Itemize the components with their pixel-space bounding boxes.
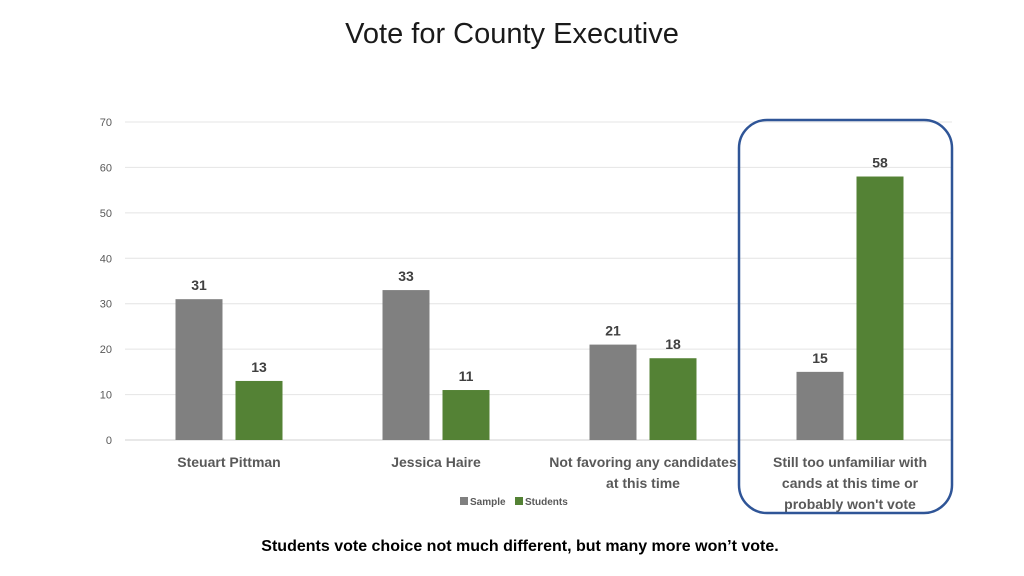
data-label: 18 xyxy=(665,336,681,352)
data-label: 11 xyxy=(459,368,474,384)
legend: Sample Students xyxy=(460,497,568,508)
chart-title: Vote for County Executive xyxy=(345,18,679,50)
bar-students-3 xyxy=(856,176,904,440)
y-tick-label: 30 xyxy=(100,299,112,311)
bar-sample-3 xyxy=(796,371,844,440)
y-tick-label: 20 xyxy=(100,344,112,356)
y-tick-label: 50 xyxy=(100,208,112,220)
data-labels: 31 33 21 15 13 11 18 58 xyxy=(191,155,888,385)
category-label: Still too unfamiliar with xyxy=(773,454,927,470)
y-tick-label: 40 xyxy=(100,253,112,265)
legend-label: Sample xyxy=(470,497,506,508)
bar-sample-0 xyxy=(175,299,223,440)
category-label: at this time xyxy=(606,475,680,491)
legend-label: Students xyxy=(525,497,568,508)
y-tick-label: 10 xyxy=(100,390,112,402)
x-axis-categories: Steuart Pittman Jessica Haire Not favoring… xyxy=(177,454,927,512)
bar-sample-2 xyxy=(589,344,637,440)
category-label: Not favoring any candidates xyxy=(549,454,737,470)
category-label: probably won't vote xyxy=(784,496,916,512)
highlight-rounded-box xyxy=(737,118,954,515)
bars xyxy=(175,176,904,440)
y-tick-label: 70 xyxy=(100,117,112,129)
bar-students-0 xyxy=(235,380,283,440)
data-label: 15 xyxy=(812,350,828,366)
highlight-box xyxy=(737,118,954,515)
y-axis-ticks: 0 10 20 30 40 50 60 70 xyxy=(100,117,112,447)
category-label: Steuart Pittman xyxy=(177,454,280,470)
legend-swatch-students xyxy=(515,497,523,505)
data-label: 31 xyxy=(191,277,207,293)
category-label: Jessica Haire xyxy=(391,454,481,470)
data-label: 13 xyxy=(251,359,267,375)
data-label: 33 xyxy=(398,268,414,284)
y-tick-label: 60 xyxy=(100,162,112,174)
data-label: 58 xyxy=(872,155,888,171)
category-label: cands at this time or xyxy=(782,475,919,491)
slide-caption: Students vote choice not much different,… xyxy=(261,538,779,555)
legend-swatch-sample xyxy=(460,497,468,505)
data-label: 21 xyxy=(605,323,621,339)
y-tick-label: 0 xyxy=(106,435,112,447)
bar-students-2 xyxy=(649,358,697,440)
bar-sample-1 xyxy=(382,290,430,440)
bar-students-1 xyxy=(442,390,490,440)
